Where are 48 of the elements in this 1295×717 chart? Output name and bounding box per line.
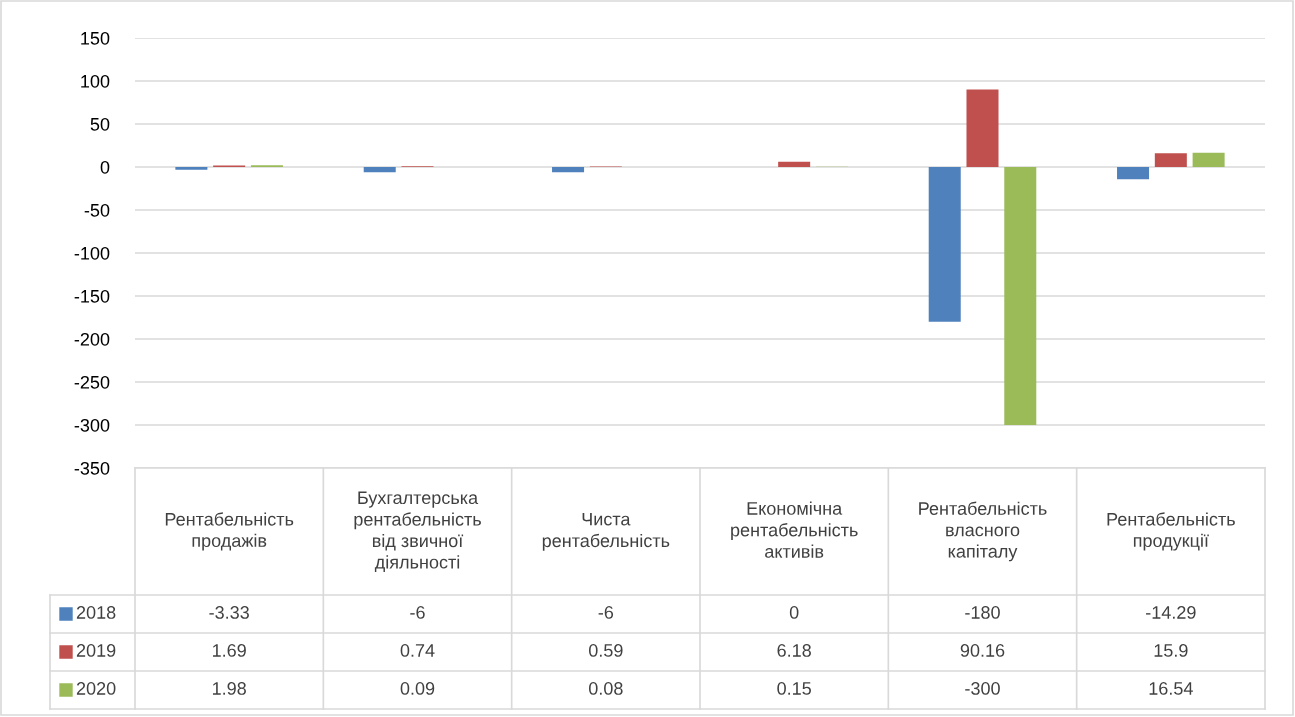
bar bbox=[1154, 153, 1187, 167]
data-label: 16.54 bbox=[1149, 682, 1193, 695]
data-label: 6.18 bbox=[777, 644, 811, 657]
bar bbox=[363, 167, 396, 173]
data-label: -300 bbox=[965, 682, 1000, 695]
data-label: 0 bbox=[789, 606, 799, 619]
bar bbox=[928, 167, 961, 322]
y-tick-label: 100 bbox=[81, 74, 110, 88]
bar bbox=[552, 167, 585, 173]
data-label: 0.15 bbox=[777, 682, 811, 695]
y-tick-label: 0 bbox=[100, 160, 110, 174]
x-tick-label: Рентабельність продажів bbox=[165, 512, 294, 551]
x-tick-label: Рентабельність продукції bbox=[1107, 512, 1235, 551]
bar bbox=[175, 167, 208, 170]
y-tick-label: -350 bbox=[74, 461, 110, 475]
data-label: 0.08 bbox=[588, 682, 623, 695]
data-label: 0.74 bbox=[400, 644, 435, 657]
bar bbox=[1117, 167, 1150, 180]
data-label: 0.09 bbox=[400, 682, 435, 695]
y-tick-label: 50 bbox=[90, 117, 110, 131]
data-label: 1.98 bbox=[212, 682, 246, 695]
data-label: 1.69 bbox=[212, 644, 246, 657]
x-tick-label: Рентабельність власного капіталу bbox=[919, 501, 1047, 562]
legend-label: 2020 bbox=[76, 682, 116, 695]
y-tick-label: -150 bbox=[74, 289, 110, 303]
data-label: -6 bbox=[598, 606, 614, 619]
data-label: -14.29 bbox=[1146, 606, 1196, 619]
data-label: 15.9 bbox=[1154, 644, 1188, 657]
y-tick-label: 150 bbox=[81, 31, 110, 45]
bar bbox=[1192, 152, 1225, 167]
y-tick-label: -300 bbox=[74, 418, 110, 432]
x-tick-label: Бухгалтерська рентабельність від звичної діяльності bbox=[354, 491, 481, 572]
x-tick-label: Економічна рентабельність активів bbox=[731, 501, 858, 558]
x-tick-label: Чиста рентабельність bbox=[542, 512, 670, 551]
bar bbox=[778, 161, 811, 167]
data-label: 0.59 bbox=[588, 644, 623, 657]
y-tick-label: -200 bbox=[74, 332, 110, 346]
y-tick-label: -50 bbox=[84, 203, 110, 217]
data-label: -3.33 bbox=[209, 606, 249, 619]
legend-label: 2018 bbox=[76, 606, 116, 619]
legend-label: 2019 bbox=[76, 644, 116, 657]
bar bbox=[1004, 167, 1037, 425]
data-label: -6 bbox=[410, 606, 425, 619]
data-label: 90.16 bbox=[960, 644, 1005, 657]
data-label: -180 bbox=[965, 606, 1000, 619]
y-tick-label: -250 bbox=[74, 375, 110, 389]
bar bbox=[966, 89, 999, 167]
y-tick-label: -100 bbox=[74, 246, 110, 260]
